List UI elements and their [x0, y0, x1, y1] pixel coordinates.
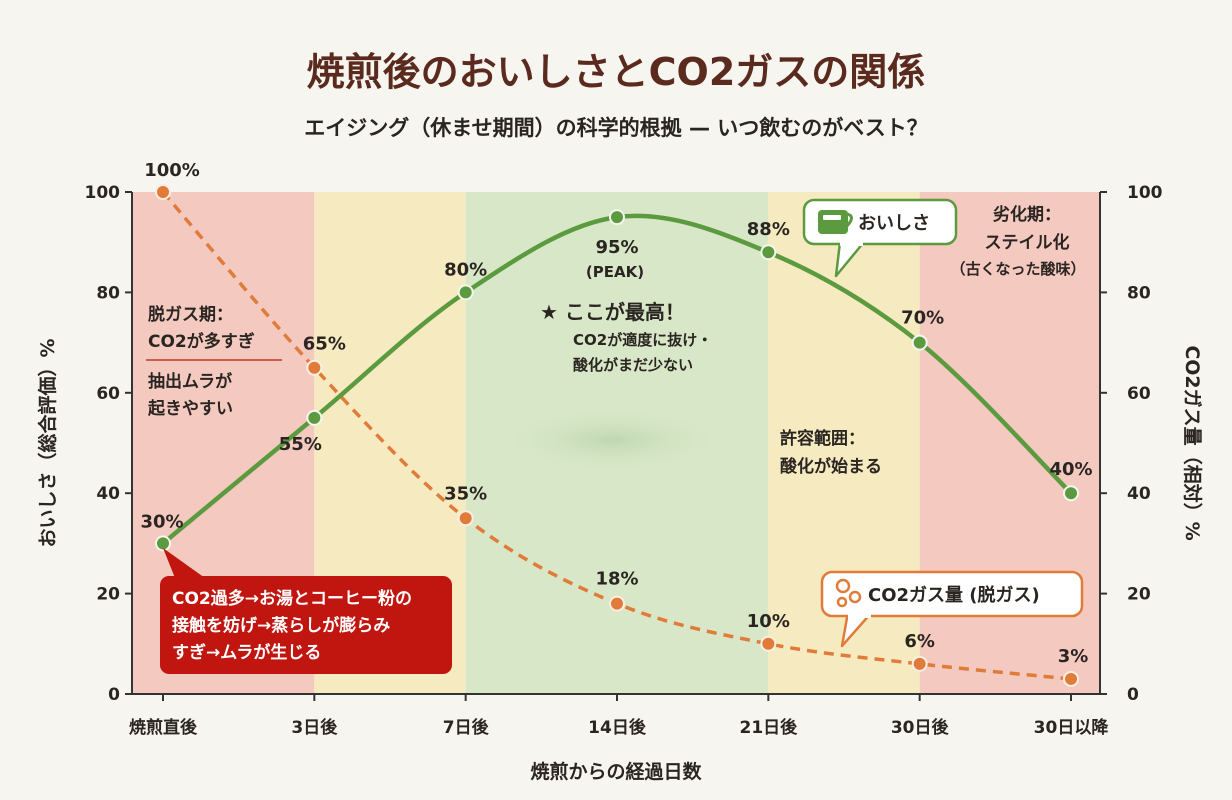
legend-taste-label: おいしさ — [858, 213, 930, 234]
x-tick-label-4: 21日後 — [739, 717, 798, 738]
degas-line1: CO2が多すぎ — [148, 331, 255, 352]
legend-co2-pointer — [840, 611, 873, 648]
y-tick-label-right-40: 40 — [1127, 484, 1151, 504]
allow-line1: 許容範囲： — [780, 428, 865, 449]
x-ticks: 焼煎直後 3日後 7日後 14日後 21日後 30日後 30日以降 — [129, 694, 1109, 738]
y-tick-label-left-60: 60 — [96, 384, 120, 404]
taste-point-3 — [609, 209, 625, 226]
co2-label-4: 10% — [747, 611, 790, 632]
bubbles-icon — [835, 578, 862, 608]
degas-title: 脱ガス期： — [148, 304, 233, 325]
co2-label-1: 65% — [303, 334, 346, 355]
allow-line2: 酸化が始まる — [780, 456, 882, 477]
taste-points — [155, 209, 1079, 552]
callout-line3: すぎ→ムラが生じる — [172, 642, 321, 663]
taste-point-1 — [306, 409, 323, 426]
best-line2: 酸化がまだ少ない — [573, 356, 693, 374]
co2-point-5 — [911, 655, 928, 672]
y-tick-label-right-80: 80 — [1127, 283, 1151, 303]
co2-label-3: 18% — [595, 569, 638, 590]
x-tick-label-2: 7日後 — [443, 717, 490, 738]
co2-point-1 — [306, 359, 323, 376]
callout-box — [160, 576, 452, 674]
y-tick-label-left-40: 40 — [96, 484, 120, 504]
legend-taste: おいしさ — [802, 198, 958, 278]
y-tick-label-right-100: 100 — [1127, 183, 1163, 203]
y-tick-label-left-20: 20 — [96, 585, 120, 605]
co2-callout: CO2過多→お湯とコーヒー粉の 接触を妨げ→蒸らしが膨らみ すぎ→ムラが生じる — [160, 548, 452, 674]
callout-line1: CO2過多→お湯とコーヒー粉の — [172, 588, 412, 609]
taste-point-6 — [1063, 485, 1079, 502]
decline-line1: 劣化期： — [993, 204, 1061, 225]
y-tick-label-left-100: 100 — [85, 183, 121, 203]
chart-subtitle: エイジング（休ませ期間）の科学的根拠 — いつ飲むのがベスト？ — [304, 116, 927, 140]
co2-point-6 — [1063, 670, 1079, 687]
y-axis-label-left: おいしさ（総合評価）% — [36, 338, 59, 547]
legend-co2-box — [820, 570, 1084, 618]
y-ticks-right: 0 20 40 60 80 100 — [1100, 183, 1163, 705]
taste-label-2: 80% — [444, 259, 487, 280]
x-tick-label-5: 30日後 — [891, 717, 950, 738]
callout-pointer — [163, 548, 205, 578]
taste-label-1: 55% — [279, 434, 322, 455]
co2-point-0 — [155, 184, 171, 200]
taste-label-4: 88% — [747, 219, 790, 240]
x-tick-label-6: 30日以降 — [1034, 717, 1110, 738]
callout-line2: 接触を妨げ→蒸らしが膨らみ — [172, 615, 390, 636]
taste-point-0 — [155, 535, 171, 552]
y-ticks-left: 0 20 40 60 80 100 — [85, 183, 132, 705]
co2-data-labels: 100% 65% 35% 18% 10% 6% 3% — [144, 160, 1088, 667]
best-title: ★ ここが最高！ — [540, 300, 685, 324]
co2-label-2: 35% — [444, 483, 487, 504]
co2-point-3 — [609, 595, 625, 612]
coffee-cup-icon — [818, 210, 853, 234]
co2-point-4 — [760, 635, 777, 652]
x-axis-label: 焼煎からの経過日数 — [530, 760, 702, 783]
degas-line3: 起きやすい — [147, 398, 233, 419]
y-tick-label-right-0: 0 — [1127, 685, 1139, 705]
legend-taste-cover — [840, 236, 863, 246]
x-tick-label-3: 14日後 — [588, 717, 647, 738]
taste-data-labels: 30% 55% 80% 95% 88% 70% 40% — [140, 219, 1092, 532]
taste-label-5: 70% — [901, 308, 944, 329]
y-tick-label-right-20: 20 — [1127, 585, 1151, 605]
legend-co2-cover — [848, 606, 871, 618]
co2-point-2 — [457, 510, 474, 527]
y-axis-label-right: CO2ガス量（相対）% — [1181, 345, 1204, 540]
decline-line2: ステイル化 — [985, 232, 1070, 253]
x-tick-label-0: 焼煎直後 — [129, 717, 198, 738]
taste-label-6: 40% — [1049, 459, 1092, 480]
legend-co2-label: CO2ガス量 (脱ガス) — [868, 584, 1040, 606]
x-tick-label-1: 3日後 — [291, 717, 338, 738]
legend-co2: CO2ガス量 (脱ガス) — [820, 570, 1084, 648]
taste-label-0: 30% — [140, 511, 183, 532]
taste-point-2 — [457, 284, 474, 301]
co2-label-6: 3% — [1058, 646, 1089, 667]
decline-line3: （古くなった酸味） — [950, 260, 1085, 278]
peak-glow — [502, 408, 722, 472]
co2-series-line — [161, 190, 1072, 681]
degas-line2: 抽出ムラが — [148, 371, 232, 392]
best-line1: CO2が適度に抜け・ — [573, 331, 712, 349]
y-tick-label-right-60: 60 — [1127, 384, 1151, 404]
peak-label: (PEAK) — [586, 263, 644, 281]
co2-points — [155, 184, 1079, 687]
taste-label-3: 95% — [595, 237, 638, 258]
y-tick-label-left-80: 80 — [96, 283, 120, 303]
chart-title: 焼煎後のおいしさとCO2ガスの関係 — [307, 50, 926, 94]
taste-point-4 — [760, 244, 777, 261]
co2-label-5: 6% — [904, 631, 935, 652]
legend-taste-pointer — [834, 241, 865, 278]
taste-point-5 — [911, 334, 928, 351]
co2-label-0: 100% — [144, 160, 200, 181]
y-tick-label-left-0: 0 — [108, 685, 120, 705]
